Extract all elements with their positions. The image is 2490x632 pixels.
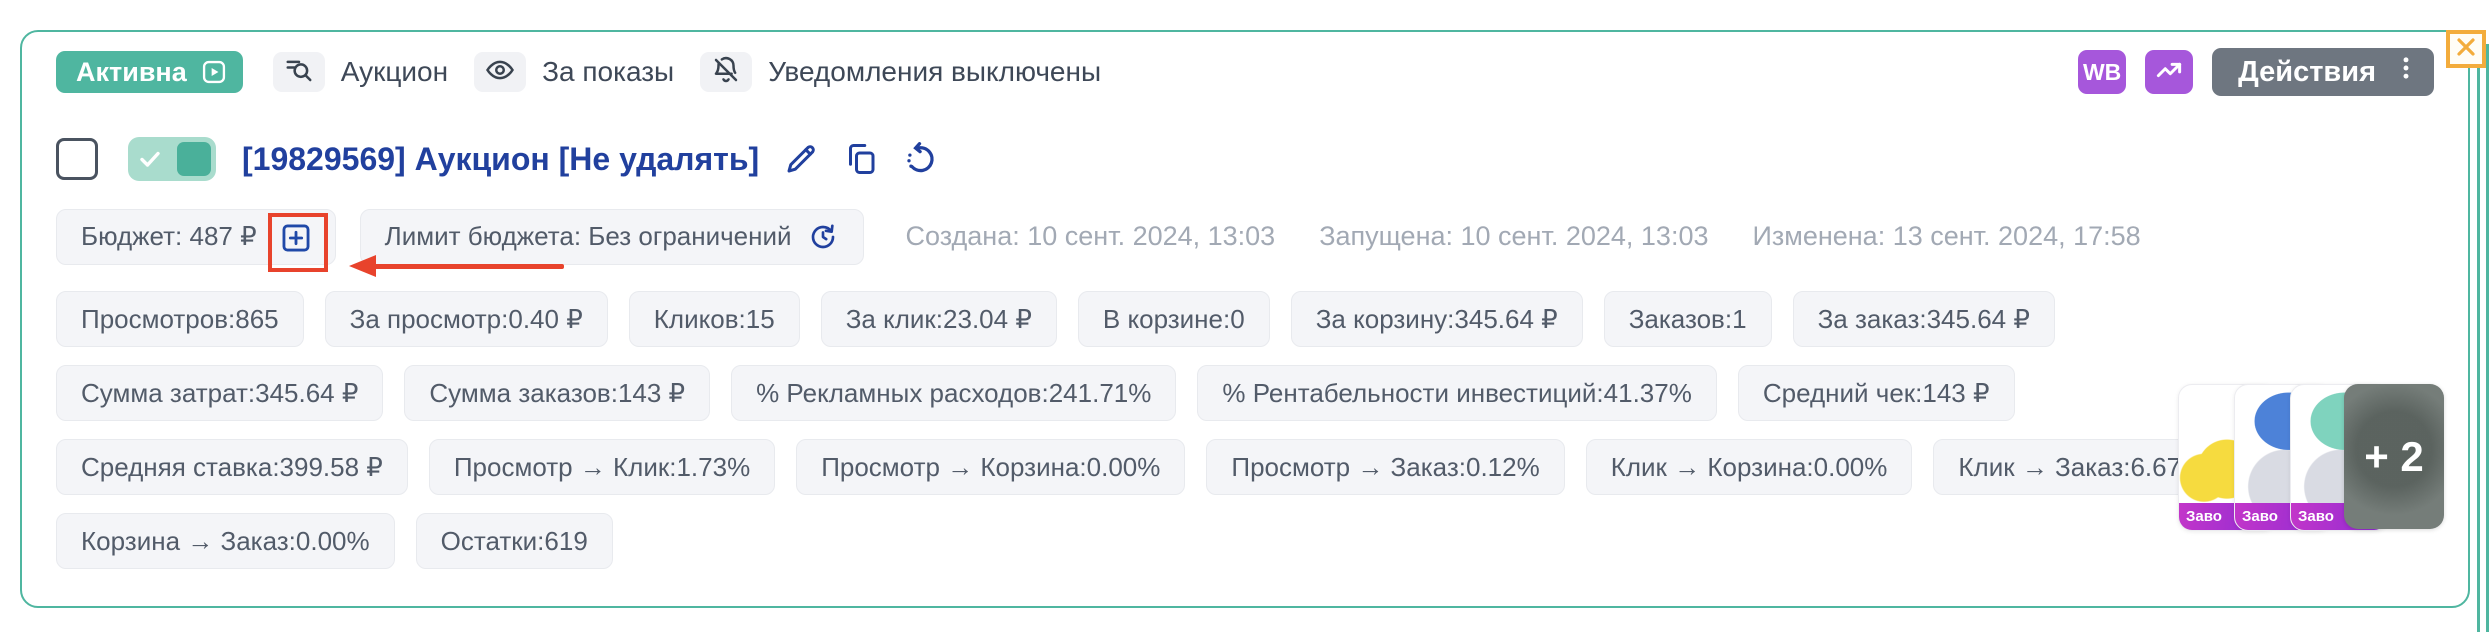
product-thumbnails[interactable]: Заво Заво Заво + 2 <box>2178 384 2444 531</box>
budget-chip[interactable]: Бюджет: 487 ₽ <box>56 208 336 272</box>
stat-chip: В корзине:0 <box>1077 291 1270 347</box>
add-budget-button[interactable] <box>279 221 313 262</box>
notifications-icon-chip[interactable] <box>700 52 753 92</box>
bid-type-icon-chip <box>474 52 527 92</box>
stat-chip: % Рекламных расходов:241.71% <box>731 365 1177 421</box>
trending-up-icon <box>2154 55 2184 90</box>
notifications-label: Уведомления выключены <box>768 56 1102 87</box>
stat-chip: Сумма затрат:345.64 ₽ <box>56 365 384 421</box>
statistics-button[interactable] <box>2145 50 2194 94</box>
bell-off-icon <box>711 55 741 90</box>
stat-chip: Просмотр → Заказ:0.12% <box>1206 439 1565 495</box>
wb-badge[interactable]: WB <box>2078 50 2127 94</box>
stat-chip: Кликов:15 <box>628 291 800 347</box>
stat-chip: Корзина → Заказ:0.00% <box>56 513 395 569</box>
campaign-title-link[interactable]: [19829569] Аукцион [Не удалять] <box>242 140 760 177</box>
campaign-header-row: Активна Аукцион <box>56 48 2434 96</box>
more-products-card[interactable]: + 2 <box>2344 384 2444 529</box>
stat-row: Корзина → Заказ:0.00% Остатки:619 <box>56 513 2434 569</box>
budget-label: Бюджет: 487 ₽ <box>81 221 257 251</box>
actions-button[interactable]: Действия <box>2212 48 2434 96</box>
launched-date: Запущена: 10 сент. 2024, 13:03 <box>1319 221 1709 251</box>
campaign-card: Активна Аукцион <box>20 30 2470 608</box>
stat-chip: Средний чек:143 ₽ <box>1737 365 2015 421</box>
stats-rows: Просмотров:865 За просмотр:0.40 ₽ Кликов:1… <box>56 291 2434 569</box>
edit-title-button[interactable] <box>783 141 819 177</box>
search-list-icon <box>284 55 314 90</box>
campaign-dates: Создана: 10 сент. 2024, 13:03 Запущена: … <box>906 221 2141 252</box>
status-badge[interactable]: Активна <box>56 51 243 93</box>
campaign-type-label: Аукцион <box>340 56 449 87</box>
stat-chip: За клик:23.04 ₽ <box>820 291 1057 347</box>
actions-label: Действия <box>2238 55 2376 88</box>
stat-chip: Заказов:1 <box>1603 291 1772 347</box>
kebab-menu-icon <box>2392 54 2420 90</box>
budget-limit-chip[interactable]: Лимит бюджета: Без ограничений <box>359 208 864 265</box>
auction-type-icon-chip <box>272 52 325 92</box>
eye-icon <box>485 55 515 90</box>
status-label: Активна <box>76 56 187 87</box>
close-icon <box>2454 35 2478 64</box>
stat-row: Просмотров:865 За просмотр:0.40 ₽ Кликов:1… <box>56 291 2434 347</box>
toggle-knob <box>177 142 211 176</box>
campaign-title-row: [19829569] Аукцион [Не удалять] <box>56 135 2434 183</box>
stat-chip: Просмотр → Корзина:0.00% <box>796 439 1186 495</box>
stat-chip: Клик → Корзина:0.00% <box>1585 439 1913 495</box>
stat-chip: Сумма заказов:143 ₽ <box>404 365 711 421</box>
checkmark-icon <box>138 147 162 176</box>
select-campaign-checkbox[interactable] <box>56 138 98 180</box>
budget-limit-label: Лимит бюджета: Без ограничений <box>384 221 792 251</box>
stat-chip: Просмотр → Клик:1.73% <box>428 439 776 495</box>
stat-chip: За заказ:345.64 ₽ <box>1792 291 2055 347</box>
budget-row: Бюджет: 487 ₽ Лимит бюджета: Без огранич… <box>56 208 2434 277</box>
stat-chip: За просмотр:0.40 ₽ <box>324 291 608 347</box>
tutorial-arrow <box>349 255 564 277</box>
created-date: Создана: 10 сент. 2024, 13:03 <box>905 221 1276 251</box>
stat-chip: Средняя ставка:399.58 ₽ <box>56 439 408 495</box>
adjacent-card-edge <box>2477 44 2489 632</box>
limit-refresh-button[interactable] <box>807 221 839 253</box>
stat-row: Средняя ставка:399.58 ₽ Просмотр → Клик:1… <box>56 439 2434 495</box>
restart-campaign-button[interactable] <box>903 141 939 177</box>
modified-date: Изменена: 13 сент. 2024, 17:58 <box>1752 221 2141 251</box>
header-actions-group: WB Действия <box>2078 48 2434 96</box>
campaign-enabled-toggle[interactable] <box>128 137 216 181</box>
stat-chip: % Рентабельности инвестиций:41.37% <box>1197 365 1717 421</box>
stat-chip: За корзину:345.64 ₽ <box>1290 291 1583 347</box>
stat-row: Сумма затрат:345.64 ₽ Сумма заказов:143 ₽… <box>56 365 2434 421</box>
bid-type-label: За показы <box>542 56 675 87</box>
stat-chip: Остатки:619 <box>415 513 613 569</box>
tutorial-highlight-box <box>267 212 328 272</box>
play-icon <box>200 58 228 86</box>
stat-chip: Просмотров:865 <box>56 291 304 347</box>
copy-campaign-button[interactable] <box>843 141 879 177</box>
close-button[interactable] <box>2446 30 2486 68</box>
